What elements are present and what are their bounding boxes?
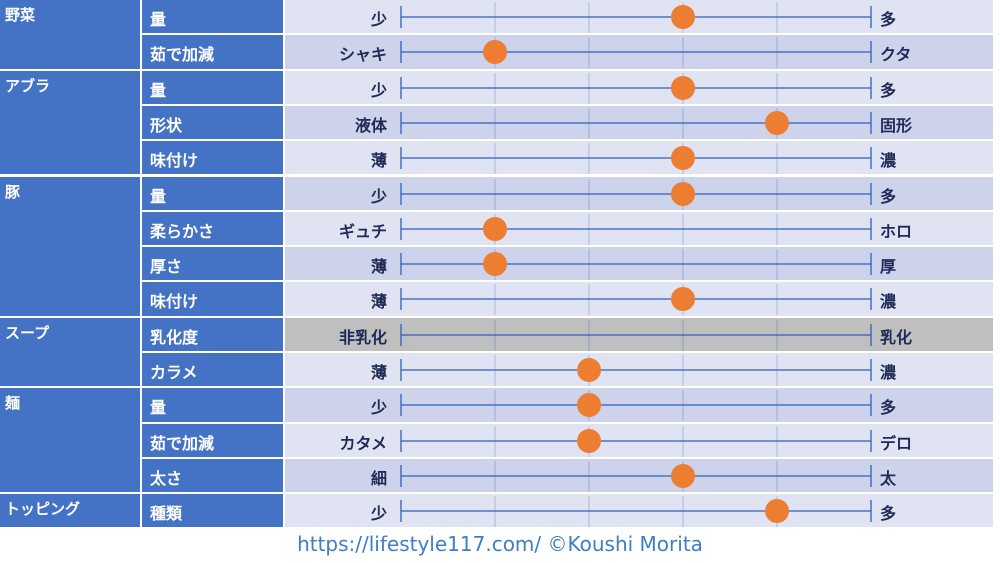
scale-left-label: 薄 [370,257,387,277]
footer-credit: https://lifestyle117.com/ ©Koushi Morita [297,532,703,556]
scale-right-label: ホロ [880,221,913,241]
scale-cell: 少多 [285,176,993,212]
rating-marker [671,75,695,100]
scale-right-label: 濃 [880,151,897,171]
rating-marker [765,110,789,135]
scale-left-label: 薄 [370,151,387,171]
scale-left-label: 非乳化 [338,327,387,347]
category-cell: 豚 [0,176,140,318]
rating-marker [671,181,695,206]
scale-track [400,143,872,175]
rating-marker [671,463,695,488]
scale-track [400,425,872,457]
scale-left-label: 少 [370,398,387,418]
item-label: 味付け [142,141,283,177]
rating-marker [765,499,789,524]
scale-right-label: 多 [880,398,897,418]
scale-right-label: 濃 [880,292,897,312]
scale-left-label: 細 [370,468,387,488]
scale-right-label: デロ [880,433,913,453]
scale-right-label: 多 [880,186,897,206]
item-label: 味付け [142,282,283,318]
scale-track [400,319,872,351]
rating-marker [671,287,695,312]
scale-cell: ギュチ ホロ [285,211,993,248]
scale-right-label: 多 [880,504,897,524]
scale-right-label: 乳化 [880,327,913,347]
item-label: 量 [142,0,283,36]
scale-left-label: 少 [370,80,387,100]
scale-right-label: 厚 [880,257,897,277]
scale-right-label: 固形 [880,115,913,135]
item-label: カラメ [142,353,283,389]
scale-left-label: 少 [370,186,387,206]
item-label: 形状 [142,105,283,142]
item-label: 柔らかさ [142,211,283,248]
scale-track [400,390,872,422]
scale-cell: 薄厚 [285,247,993,283]
item-label: 量 [142,70,283,106]
scale-track [400,496,872,528]
rating-marker [483,216,507,241]
category-cell: 野菜 [0,0,140,71]
scale-left-label: カタメ [339,433,387,453]
rating-marker [577,428,601,453]
scale-left-label: 少 [370,504,387,524]
scale-left-label: ギュチ [338,221,387,241]
scale-cell: 薄濃 [285,353,993,389]
scale-right-label: 濃 [880,363,897,382]
scale-left-label: 薄 [370,363,387,382]
category-cell: トッピング [0,494,140,530]
scale-track [400,284,872,316]
item-label: 種類 [142,494,283,530]
scale-left-label: 少 [370,10,387,29]
scale-cell: 薄濃 [285,141,993,177]
item-label: 量 [142,176,283,212]
scale-left-label: 薄 [370,292,387,312]
rating-marker [577,393,601,418]
scale-track [400,37,872,69]
rating-marker [671,146,695,171]
scale-right-label: 多 [880,80,897,100]
rating-chart: 野菜 アブラ豚スープ麺トッピング量少多茹で加減 シャキ クタ量少多形状 液体 固形 味付け薄… [0,0,993,530]
item-label: 厚さ [142,247,283,283]
scale-left-label: 液体 [354,115,387,135]
scale-cell: 液体 固形 [285,105,993,142]
rating-marker [671,5,695,29]
scale-right-label: クタ [880,45,912,65]
scale-track [400,2,872,33]
category-cell: アブラ [0,70,140,177]
scale-cell: 薄濃 [285,282,993,318]
item-label: 茹で加減 [142,423,283,459]
scale-track [400,72,872,104]
scale-cell: 少多 [285,494,993,530]
scale-cell: シャキ クタ [285,35,993,71]
scale-cell: 少多 [285,0,993,36]
item-label: 太さ [142,458,283,495]
scale-cell: カタメ デロ [285,423,993,459]
scale-right-label: 多 [880,10,897,29]
scale-cell: 少多 [285,388,993,424]
rating-marker [483,252,507,277]
scale-left-label: シャキ [338,45,387,65]
scale-track [400,355,872,386]
scale-track [400,178,872,210]
rating-marker [483,40,507,65]
scale-cell: 少多 [285,70,993,106]
item-label: 量 [142,388,283,424]
scale-right-label: 太 [880,468,897,488]
scale-track [400,213,872,245]
category-cell: スープ [0,317,140,389]
scale-cell: 非乳化 乳化 [285,317,993,353]
rating-marker [577,358,601,382]
scale-track [400,460,872,492]
item-label: 茹で加減 [142,35,283,71]
scale-cell: 細太 [285,458,993,495]
category-cell: 麺 [0,388,140,495]
item-label: 乳化度 [142,317,283,353]
scale-track [400,107,872,139]
scale-track [400,249,872,281]
